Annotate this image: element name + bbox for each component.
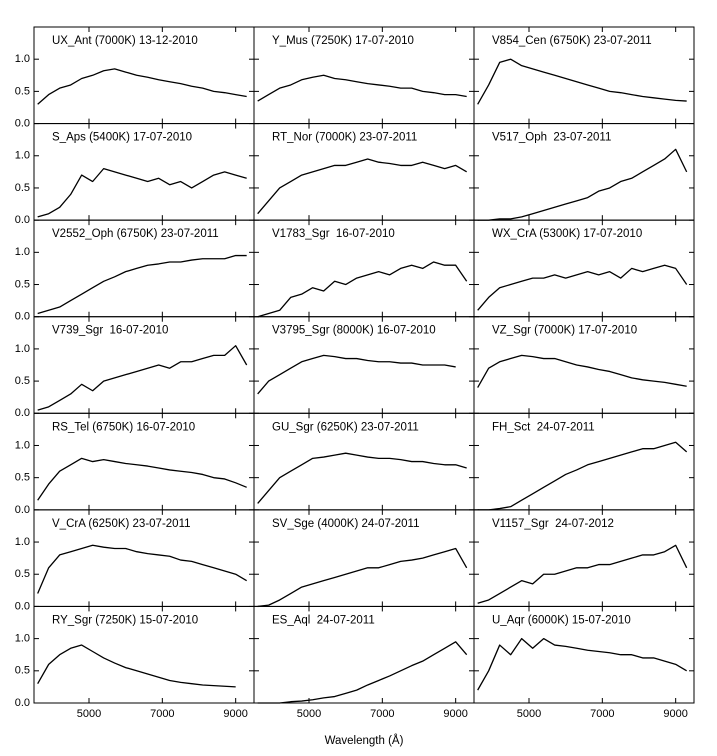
spectrum-line (257, 547, 468, 608)
y-tick-label: 0.0 (15, 504, 30, 516)
panel-title: VZ_Sgr (7000K) 17-07-2010 (492, 325, 637, 337)
panel-title: ES_Aql 24-07-2011 (272, 614, 375, 626)
panel-title: V_CrA (6250K) 23-07-2011 (52, 518, 191, 530)
spectrum-line (257, 641, 468, 704)
y-tick-label: 0.5 (15, 375, 30, 387)
panel-title: WX_CrA (5300K) 17-07-2010 (492, 228, 642, 240)
panel-title: V1783_Sgr 16-07-2010 (272, 228, 395, 240)
x-tick-label: 9000 (443, 708, 467, 720)
y-tick-label: 1.0 (15, 53, 30, 65)
spectrum-line (257, 158, 467, 215)
y-tick-label: 0.5 (15, 182, 30, 194)
y-tick-label: 1.0 (15, 439, 30, 451)
spectrum-line (257, 261, 468, 318)
y-tick-label: 0.5 (15, 568, 30, 580)
y-tick-label: 0.0 (15, 697, 30, 709)
panel-title: S_Aps (5400K) 17-07-2010 (52, 132, 192, 144)
x-tick-label: 7000 (150, 708, 174, 720)
x-tick-label: 5000 (297, 708, 321, 720)
y-tick-label: 1.0 (15, 343, 30, 355)
spectrum-line (477, 148, 688, 221)
panel-title: GU_Sgr (6250K) 23-07-2011 (272, 421, 419, 433)
x-tick-label: 7000 (370, 708, 394, 720)
spectrum-line (477, 637, 687, 691)
x-tick-label: 9000 (223, 708, 247, 720)
y-tick-label: 0.0 (15, 311, 30, 323)
panel-title: SV_Sge (4000K) 24-07-2011 (272, 518, 419, 530)
panel-title: UX_Ant (7000K) 13-12-2010 (52, 35, 198, 47)
spectrum-line (477, 264, 688, 311)
y-tick-label: 1.0 (15, 536, 30, 548)
panel-title: V1157_Sgr 24-07-2012 (492, 518, 614, 530)
panel-title: V739_Sgr 16-07-2010 (52, 325, 168, 337)
spectrum-line (37, 167, 247, 218)
spectrum-line (37, 68, 247, 105)
panel-title: RS_Tel (6750K) 16-07-2010 (52, 421, 195, 433)
y-tick-label: 0.5 (15, 278, 30, 290)
y-tick-label: 0.5 (15, 472, 30, 484)
spectrum-line (37, 457, 247, 501)
spectrum-line (37, 544, 247, 594)
panel-frame (473, 605, 695, 704)
panel-title: RY_Sgr (7250K) 15-07-2010 (52, 614, 198, 626)
y-tick-label: 0.0 (15, 407, 30, 419)
panel-title: U_Aqr (6000K) 15-07-2010 (492, 614, 631, 626)
y-tick-label: 1.0 (15, 633, 30, 645)
panel-title: FH_Sct 24-07-2011 (492, 421, 595, 433)
y-tick-label: 0.5 (15, 665, 30, 677)
spectrum-line (477, 354, 687, 388)
spectrum-line (257, 74, 467, 102)
spectrum-line (37, 345, 248, 411)
spectrum-line (257, 354, 456, 395)
spectrum-line (37, 254, 247, 315)
spectrum-line (477, 441, 688, 511)
y-tick-label: 1.0 (15, 246, 30, 258)
panel-title: RT_Nor (7000K) 23-07-2011 (272, 132, 417, 144)
spectrum-line (37, 644, 236, 688)
panel-title: V3795_Sgr (8000K) 16-07-2010 (272, 325, 436, 337)
spectrum-line (257, 452, 467, 504)
spectrum-line (477, 544, 688, 604)
x-tick-label: 7000 (590, 708, 614, 720)
panel-title: V854_Cen (6750K) 23-07-2011 (492, 35, 652, 47)
y-tick-label: 1.0 (15, 150, 30, 162)
panel-title: V517_Oph 23-07-2011 (492, 132, 611, 144)
y-tick-label: 0.0 (15, 600, 30, 612)
x-tick-label: 5000 (77, 708, 101, 720)
y-tick-label: 0.0 (15, 214, 30, 226)
x-tick-label: 9000 (663, 708, 687, 720)
panel-title: Y_Mus (7250K) 17-07-2010 (272, 35, 414, 47)
panel-title: V2552_Oph (6750K) 23-07-2011 (52, 228, 219, 240)
y-tick-label: 0.5 (15, 85, 30, 97)
y-tick-label: 0.0 (15, 117, 30, 129)
x-axis-label: Wavelength (Å) (325, 734, 404, 747)
spectrum-line (477, 58, 687, 105)
x-tick-label: 5000 (517, 708, 541, 720)
